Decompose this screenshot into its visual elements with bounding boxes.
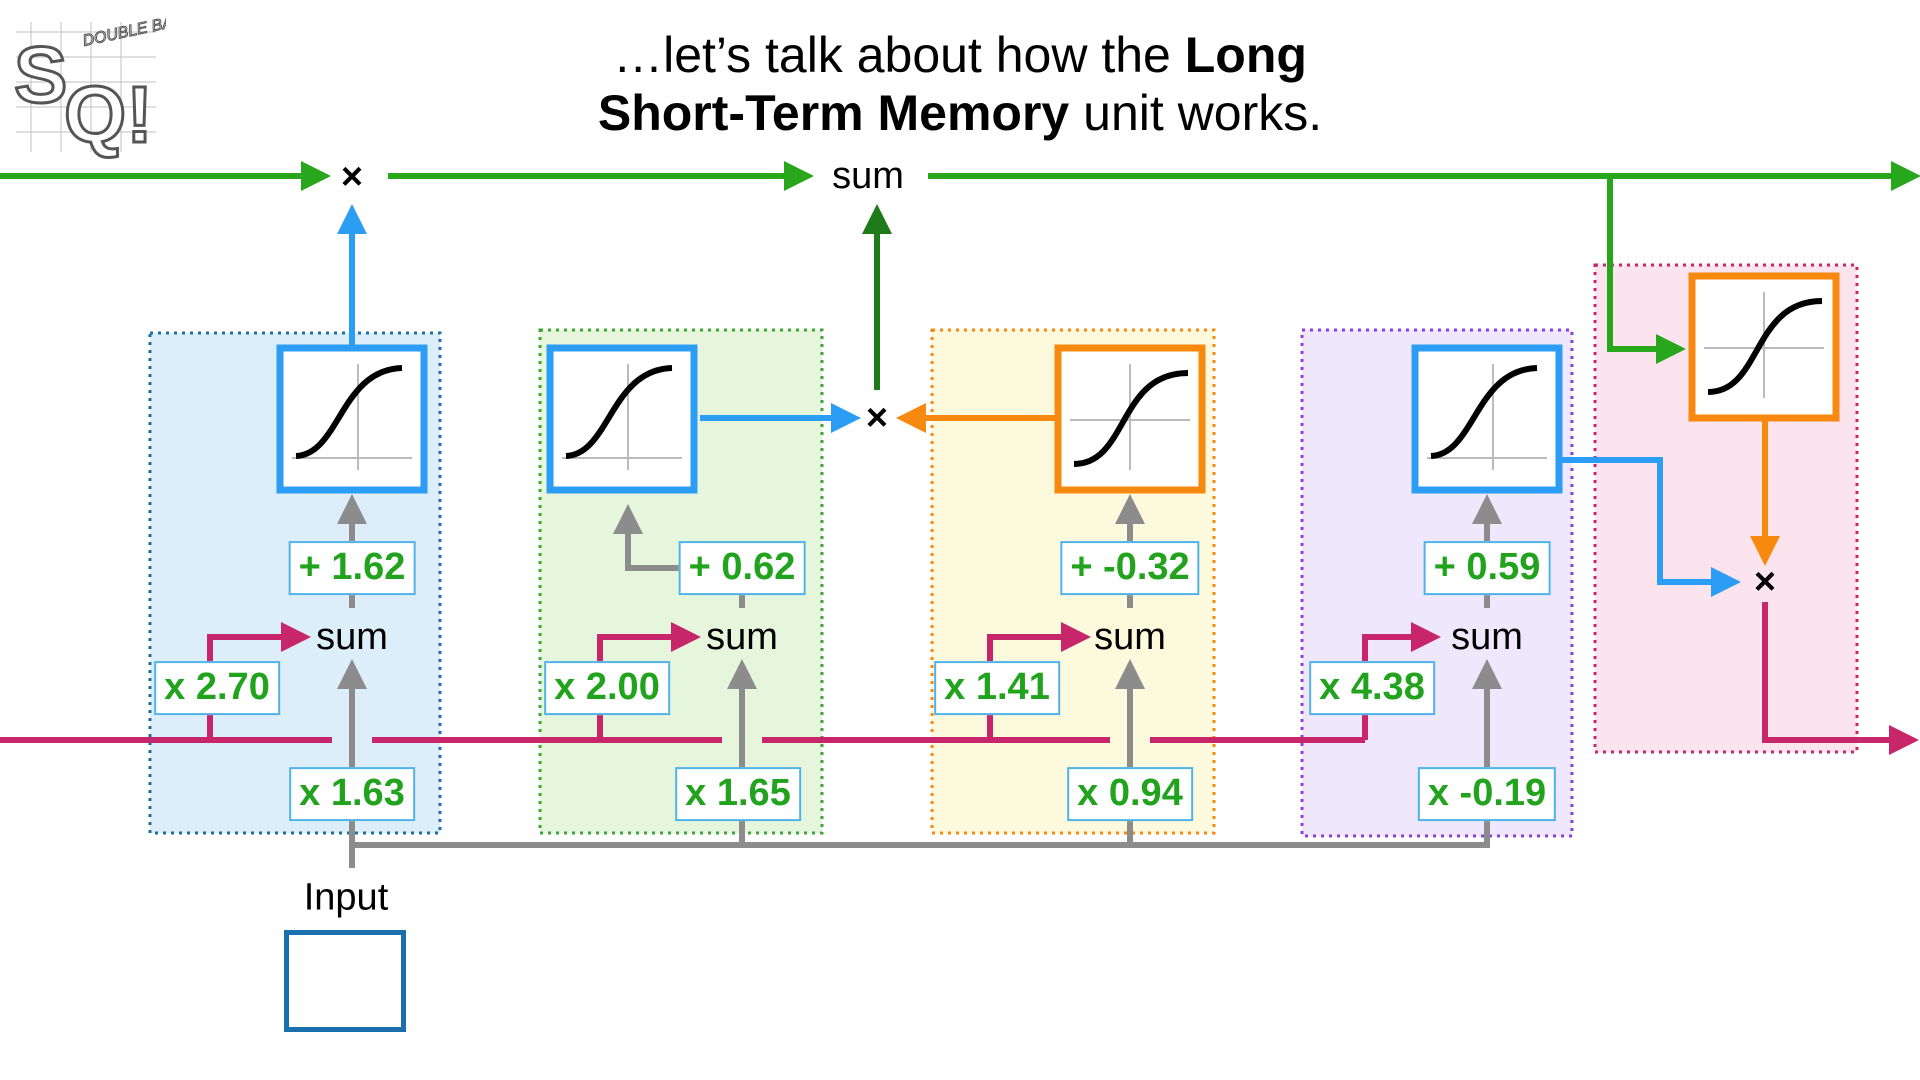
title-plain-1: …let’s talk about how the	[613, 27, 1185, 83]
title-bold-1: Long	[1184, 27, 1307, 83]
forget-gate-sigmoid	[276, 344, 428, 494]
page-title-line-2: Short-Term Memory unit works.	[0, 88, 1920, 138]
forget-input-weight: x 1.63	[289, 767, 415, 821]
statquest-logo: S Q! DOUBLE BAM!!!	[13, 12, 167, 161]
output-gate-input-weight: x -0.19	[1417, 767, 1557, 821]
logo-letter-s: S	[14, 30, 67, 119]
input-potential-short-term-weight: x 1.41	[934, 661, 1060, 715]
input-percent-sum-label: sum	[706, 616, 778, 658]
output-gate-arrow	[1560, 457, 1741, 597]
short-term-output	[1762, 602, 1919, 755]
input-percent-short-term-weight: x 2.00	[544, 661, 670, 715]
long-term-branch	[1607, 176, 1686, 364]
output-multiply-node: ×	[1753, 561, 1777, 603]
forget-short-term-weight: x 2.70	[154, 661, 280, 715]
input-potential-tanh	[1054, 344, 1206, 494]
output-gate-sigmoid	[1411, 344, 1563, 494]
input-multiply-node: ×	[865, 397, 889, 439]
input-potential-bias: + -0.32	[1060, 541, 1200, 595]
page-title-line-1: …let’s talk about how the Long	[0, 30, 1920, 80]
title-plain-2: unit works.	[1069, 85, 1323, 141]
output-gate-bias: + 0.59	[1423, 541, 1551, 595]
input-percent-bias: + 0.62	[678, 541, 806, 595]
input-label: Input	[303, 876, 389, 919]
output-gate-short-term-weight: x 4.38	[1309, 661, 1435, 715]
long-term-sum-node: sum	[832, 155, 904, 197]
output-gate-sum-label: sum	[1451, 616, 1523, 658]
input-percent-input-weight: x 1.65	[675, 767, 801, 821]
output-potential-tanh	[1688, 272, 1840, 422]
forget-multiply-node: ×	[340, 156, 364, 198]
input-potential-sum-label: sum	[1094, 616, 1166, 658]
forget-bias: + 1.62	[288, 541, 416, 595]
input-potential-input-weight: x 0.94	[1067, 767, 1193, 821]
forget-sum-label: sum	[316, 616, 388, 658]
input-value-box[interactable]	[284, 930, 406, 1032]
input-gate-sigmoid	[546, 344, 698, 494]
title-bold-2: Short-Term Memory	[597, 85, 1070, 141]
logo-letters-q: Q!	[64, 70, 153, 159]
